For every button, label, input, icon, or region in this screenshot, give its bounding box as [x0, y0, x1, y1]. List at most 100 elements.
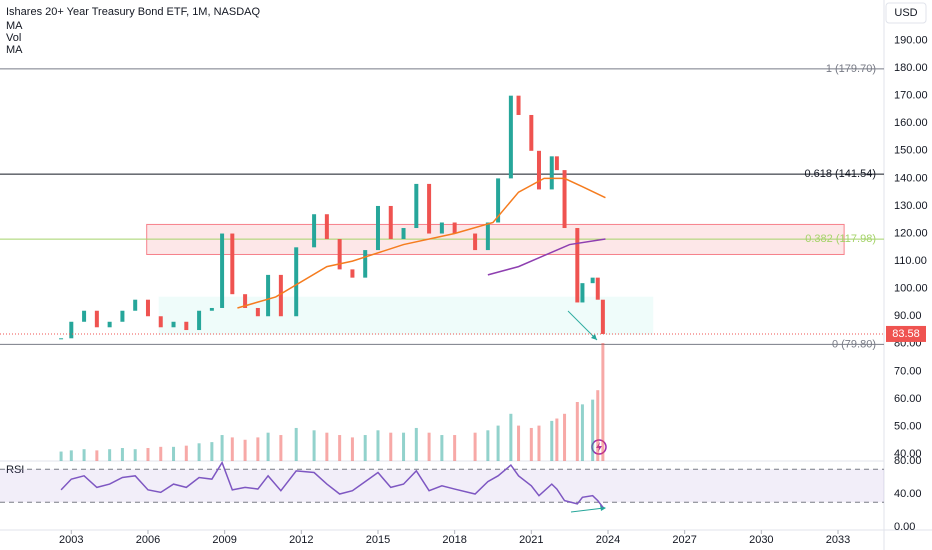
- volume-bar: [517, 425, 521, 461]
- volume-bar: [555, 418, 559, 461]
- volume-bar: [402, 432, 406, 461]
- volume-bar: [279, 435, 283, 461]
- candle: [82, 310, 87, 322]
- candle: [595, 277, 600, 300]
- candle: [184, 321, 189, 331]
- volume-bar: [133, 449, 137, 461]
- candle: [590, 277, 595, 284]
- y-tick-label: 70.00: [894, 365, 922, 377]
- zone: [158, 296, 654, 335]
- level-label: 0 (79.80): [832, 338, 876, 350]
- volume-bar: [120, 448, 124, 461]
- x-tick-label: 2021: [519, 534, 543, 546]
- volume-bar: [350, 437, 354, 461]
- currency-button[interactable]: [885, 2, 927, 24]
- chart-title: Ishares 20+ Year Treasury Bond ETF, 1M, …: [6, 6, 260, 18]
- volume-bar: [146, 448, 150, 461]
- rsi-line: [60, 460, 604, 508]
- candle: [337, 239, 342, 270]
- candle: [414, 183, 419, 229]
- level-label: 1 (179.70): [826, 63, 876, 75]
- candle: [171, 321, 176, 328]
- level-label: 0.618 (141.54): [804, 168, 876, 180]
- candle: [294, 247, 299, 317]
- volume-bar: [220, 435, 224, 461]
- x-tick-label: 2006: [136, 534, 160, 546]
- candle: [485, 222, 490, 251]
- rsi-tick-label: 0.00: [894, 521, 915, 533]
- volume-bar: [230, 437, 234, 461]
- candle: [230, 233, 235, 295]
- volume-bar: [440, 435, 444, 461]
- candle: [388, 205, 393, 240]
- candle: [312, 214, 317, 248]
- candle: [120, 310, 125, 322]
- candle: [59, 338, 64, 340]
- rsi-label: RSI: [6, 464, 24, 476]
- candle: [536, 150, 541, 190]
- candle: [266, 274, 271, 317]
- volume-bar: [601, 343, 605, 461]
- volume-bar: [59, 451, 63, 461]
- volume-bar: [376, 430, 380, 461]
- candle: [197, 310, 202, 331]
- volume-bar: [95, 450, 99, 461]
- arrow: [567, 310, 598, 341]
- candle: [158, 316, 163, 328]
- candle: [575, 228, 580, 303]
- y-tick-label: 90.00: [894, 310, 922, 322]
- volume-bar: [312, 430, 316, 461]
- x-tick-label: 2015: [366, 534, 390, 546]
- volume-bar: [294, 427, 298, 461]
- y-tick-label: 180.00: [894, 62, 928, 74]
- indicator-label: Vol: [6, 32, 21, 44]
- rsi-tick-label: 40.00: [894, 488, 922, 500]
- candle: [278, 274, 283, 317]
- x-tick-label: 2030: [749, 534, 773, 546]
- candle: [562, 170, 567, 229]
- candle: [600, 299, 605, 334]
- candle: [496, 178, 501, 223]
- candle: [133, 299, 138, 311]
- y-tick-label: 140.00: [894, 172, 928, 184]
- indicator-label: MA: [6, 20, 23, 32]
- volume-bar: [453, 435, 457, 461]
- candle: [243, 294, 248, 308]
- volume-bar: [184, 445, 188, 461]
- volume-bar: [427, 432, 431, 461]
- candle: [580, 283, 585, 303]
- last-price-badge: [886, 325, 926, 342]
- currency-label: USD: [894, 7, 917, 19]
- candle: [255, 307, 260, 317]
- candle: [324, 214, 329, 240]
- candle: [427, 183, 432, 234]
- candle: [516, 95, 521, 115]
- volume-bar: [69, 450, 73, 461]
- y-tick-label: 60.00: [894, 393, 922, 405]
- x-tick-label: 2003: [59, 534, 83, 546]
- volume-bar: [473, 432, 477, 461]
- y-tick-label: 100.00: [894, 283, 928, 295]
- volume-bar: [325, 432, 329, 461]
- y-tick-label: 120.00: [894, 227, 928, 239]
- candle: [529, 114, 534, 151]
- volume-bar: [575, 402, 579, 461]
- y-tick-label: 110.00: [894, 255, 927, 267]
- x-tick-label: 2018: [442, 534, 466, 546]
- candle: [401, 228, 406, 240]
- volume-bar: [210, 442, 214, 461]
- candle: [145, 299, 150, 317]
- volume-bar: [550, 420, 554, 461]
- arrow: [570, 507, 605, 513]
- volume-bar: [108, 449, 112, 461]
- x-tick-label: 2027: [672, 534, 696, 546]
- volume-bar: [172, 446, 176, 461]
- rsi-tick-label: 80.00: [894, 455, 922, 467]
- volume-bar: [82, 449, 86, 461]
- candle: [220, 233, 225, 308]
- volume-bar: [580, 404, 584, 461]
- volume-bar: [197, 443, 201, 461]
- candle: [69, 321, 74, 339]
- x-tick-label: 2024: [596, 534, 620, 546]
